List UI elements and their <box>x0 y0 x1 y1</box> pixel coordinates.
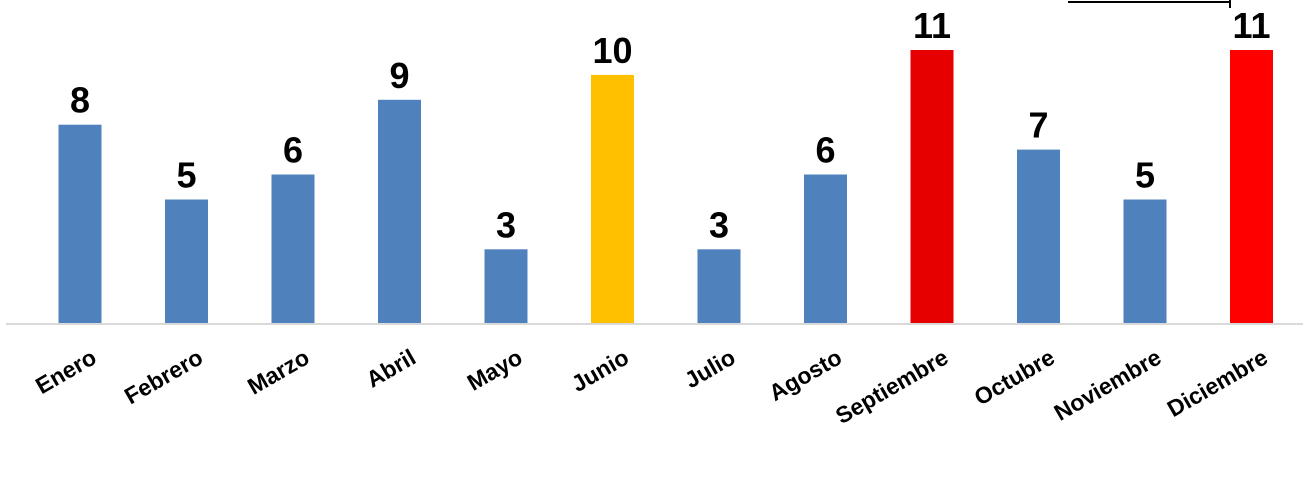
bar-mayo <box>484 249 528 324</box>
value-label-agosto: 6 <box>815 130 835 171</box>
bar-febrero <box>165 199 208 324</box>
category-label-junio: Junio <box>567 344 633 397</box>
category-label-mayo: Mayo <box>463 344 527 396</box>
value-label-julio: 3 <box>709 204 729 245</box>
category-label-enero: Enero <box>31 344 100 399</box>
value-label-marzo: 6 <box>283 130 303 171</box>
category-label-julio: Julio <box>680 344 739 393</box>
bar-junio <box>591 74 634 325</box>
value-label-mayo: 3 <box>496 204 516 245</box>
category-label-agosto: Agosto <box>764 344 846 406</box>
category-labels-layer: Enero Febrero Marzo Abril Mayo Junio Julio Agos… <box>31 344 1272 429</box>
category-label-septiembre: Septiembre <box>831 344 952 429</box>
value-label-diciembre: 11 <box>1232 5 1270 46</box>
value-label-febrero: 5 <box>176 155 196 196</box>
bar-diciembre <box>1230 50 1273 324</box>
value-labels-layer: 8 5 6 9 3 10 3 6 11 7 5 11 <box>70 5 1271 245</box>
category-label-febrero: Febrero <box>120 344 207 409</box>
bar-julio <box>697 249 741 324</box>
value-label-septiembre: 11 <box>913 5 951 46</box>
bar-octubre <box>1017 149 1060 324</box>
value-label-enero: 8 <box>70 80 90 121</box>
category-label-abril: Abril <box>362 344 420 393</box>
bar-abril <box>378 99 421 324</box>
bars-layer <box>58 50 1273 325</box>
value-label-noviembre: 5 <box>1135 155 1155 196</box>
frame-edge <box>1068 0 1231 8</box>
category-label-diciembre: Diciembre <box>1163 344 1272 422</box>
value-label-junio: 10 <box>592 30 632 71</box>
value-label-octubre: 7 <box>1028 105 1048 146</box>
bar-agosto <box>804 174 847 324</box>
value-label-abril: 9 <box>389 55 409 96</box>
bar-septiembre <box>910 50 954 324</box>
bar-marzo <box>271 174 315 324</box>
category-label-marzo: Marzo <box>243 344 314 400</box>
bar-enero <box>58 124 102 324</box>
category-label-noviembre: Noviembre <box>1050 344 1166 426</box>
category-label-octubre: Octubre <box>970 344 1059 411</box>
bar-noviembre <box>1123 199 1167 324</box>
